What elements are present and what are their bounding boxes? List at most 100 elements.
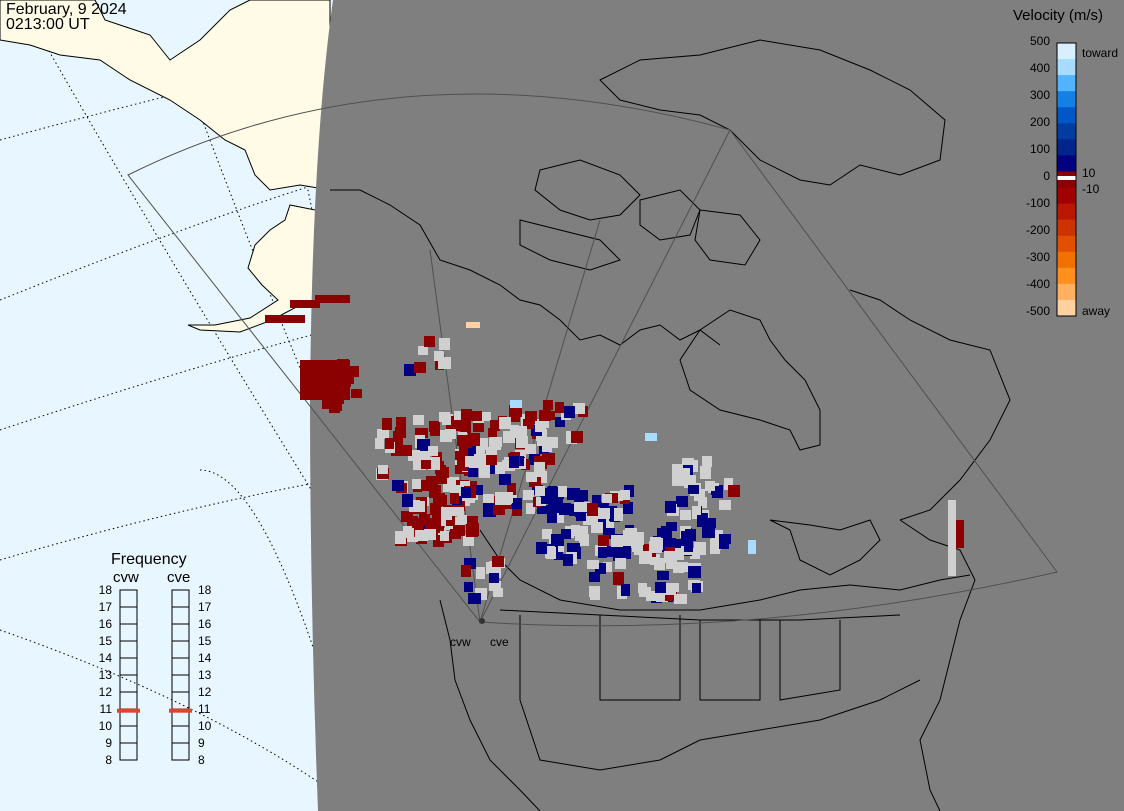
scatter-cell xyxy=(526,503,535,514)
frequency-tick-label: 15 xyxy=(99,634,113,648)
scatter-cell xyxy=(681,531,693,541)
scatter-cell xyxy=(351,389,362,398)
frequency-gauge-cell xyxy=(119,742,138,761)
scatter-cell xyxy=(547,487,560,498)
scatter-cell xyxy=(413,415,424,425)
scatter-cell xyxy=(674,594,687,604)
scatter-cell xyxy=(719,500,731,510)
scatter-cell xyxy=(650,537,663,550)
legend-toward-label: toward xyxy=(1082,46,1118,60)
scatter-cell xyxy=(711,530,723,540)
frequency-panel: Frequency cvw cve 1817161514131211109818… xyxy=(99,551,212,767)
scatter-cell xyxy=(657,571,669,580)
scatter-cell xyxy=(728,485,740,497)
scatter-cell xyxy=(650,554,660,565)
scatter-cell xyxy=(555,417,565,427)
scatter-cell xyxy=(385,438,394,449)
scatter-cell xyxy=(615,558,626,569)
scatter-cell xyxy=(665,591,677,601)
legend-color-swatch xyxy=(1057,283,1076,301)
scatter-cell xyxy=(468,593,481,604)
scatter-cell xyxy=(537,505,548,514)
scatter-cell xyxy=(547,512,557,523)
scatter-cell xyxy=(471,485,483,495)
scatter-cell xyxy=(490,437,502,447)
scatter-cell xyxy=(419,514,430,525)
scatter-cell xyxy=(488,428,497,437)
coastlines xyxy=(330,39,1011,811)
legend-small-neg: -10 xyxy=(1082,182,1100,196)
scatter-cell xyxy=(573,403,585,414)
frequency-tick-label: 13 xyxy=(198,668,212,682)
scatter-cell xyxy=(490,420,500,431)
scatter-cell xyxy=(502,460,515,471)
scatter-cell xyxy=(619,538,630,548)
legend-tick-label: -100 xyxy=(1026,196,1050,210)
scatter-cell xyxy=(382,418,392,430)
scatter-cell xyxy=(665,501,676,513)
scatter-cell xyxy=(507,483,516,496)
scatter-cell xyxy=(543,400,553,410)
scatter-cell xyxy=(646,591,659,601)
scatter-cell xyxy=(591,522,603,533)
scatter-cell xyxy=(488,464,499,474)
scatter-cell xyxy=(415,428,428,438)
scatter-cell xyxy=(547,437,558,448)
scatter-cell xyxy=(265,315,305,323)
scatter-cell xyxy=(541,493,553,504)
scatter-cell xyxy=(413,460,426,470)
scatter-cell xyxy=(290,300,320,308)
frequency-tick-label: 18 xyxy=(198,583,212,597)
scatter-cell xyxy=(489,573,499,583)
scatter-cell xyxy=(571,431,583,443)
frequency-tick-label: 11 xyxy=(198,702,211,716)
radar-site-label-cvw: cvw xyxy=(450,635,471,649)
scatter-cell xyxy=(460,481,470,490)
scatter-cell xyxy=(378,465,388,474)
scatter-cell xyxy=(692,583,701,593)
frequency-indicator xyxy=(117,708,140,713)
scatter-cell xyxy=(607,546,617,557)
legend-color-swatch xyxy=(1057,75,1076,92)
frequency-tick-label: 14 xyxy=(99,651,113,665)
legend-tick-label: 100 xyxy=(1030,142,1050,156)
scatter-cell xyxy=(437,475,447,484)
scatter-cell xyxy=(486,455,497,465)
scatter-cell xyxy=(645,433,657,441)
scatter-cell xyxy=(489,581,501,591)
legend-tick-label: 300 xyxy=(1030,88,1050,102)
scatter-cell xyxy=(589,572,600,582)
scatter-cell xyxy=(514,426,527,438)
scatter-cell xyxy=(436,465,446,477)
frequency-tick-label: 15 xyxy=(198,634,212,648)
frequency-tick-label: 18 xyxy=(99,583,113,597)
scatter-cell xyxy=(551,534,564,546)
scatter-cell xyxy=(469,457,481,468)
frequency-indicator xyxy=(169,708,192,713)
scatter-cell xyxy=(705,481,715,491)
legend-color-swatch xyxy=(1057,123,1076,140)
scatter-cell xyxy=(495,462,505,474)
scatter-cell xyxy=(418,346,428,355)
scatter-cell xyxy=(719,534,731,544)
frequency-tick-label: 10 xyxy=(198,719,212,733)
legend-color-swatch xyxy=(1057,299,1076,317)
legend-title: Velocity (m/s) xyxy=(1013,7,1103,24)
legend-tick-label: -500 xyxy=(1026,304,1050,318)
scatter-cell xyxy=(428,446,438,456)
scatter-cell xyxy=(567,488,580,497)
legend-color-swatch xyxy=(1057,91,1076,108)
frequency-gauge-cell xyxy=(171,742,190,761)
scatter-cell xyxy=(461,487,471,498)
scatter-cell xyxy=(525,444,536,454)
scatter-cell xyxy=(375,438,384,449)
scatter-cell xyxy=(698,497,707,508)
radar-site-marker xyxy=(479,618,485,624)
frequency-tick-label: 10 xyxy=(99,719,113,733)
scatter-cell xyxy=(377,429,389,439)
scatter-cell xyxy=(420,451,430,461)
scatter-cell xyxy=(666,522,677,531)
legend-color-swatch xyxy=(1057,219,1076,237)
legend-color-swatch xyxy=(1057,107,1076,124)
scatter-cell xyxy=(408,450,420,461)
